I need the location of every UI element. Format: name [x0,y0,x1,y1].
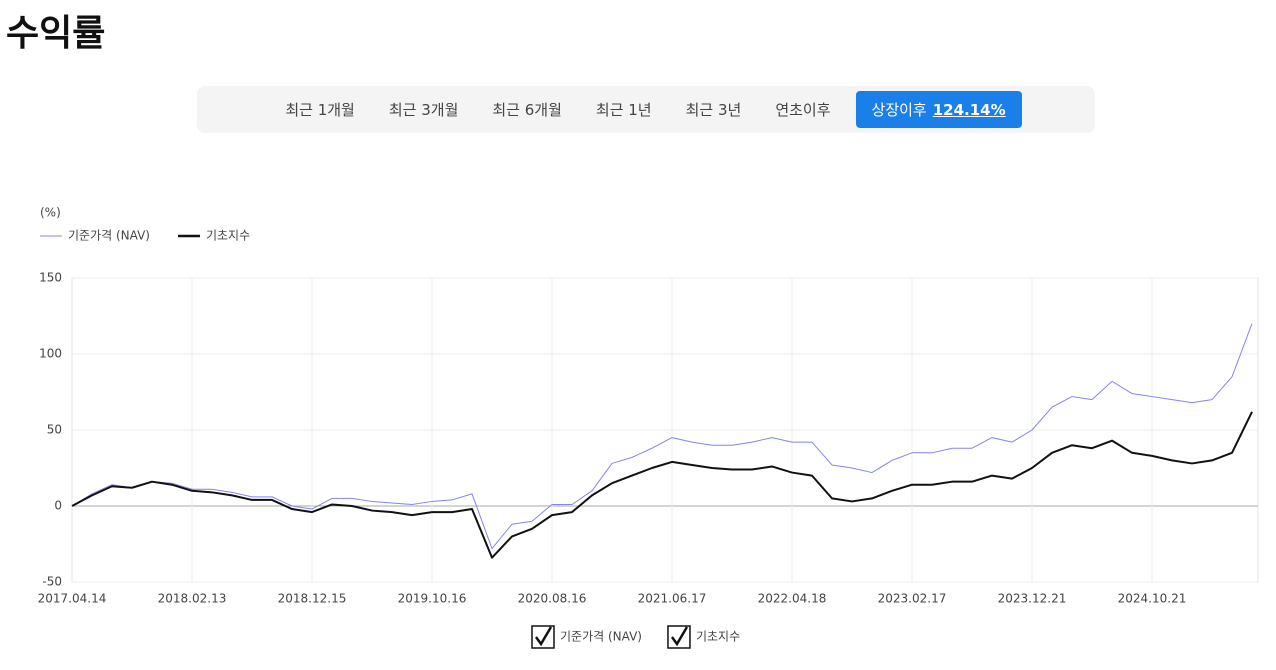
tab[interactable]: 최근 3개월 [388,101,459,119]
x-tick-label: 2022.04.18 [758,592,827,606]
tab-bar: 최근 1개월 최근 3개월 최근 6개월 최근 1년 최근 3년 연초이후 상장이후 124.… [197,86,1095,133]
x-tick-label: 2018.02.13 [158,592,227,606]
active-tab[interactable]: 상장이후 124.14% [855,91,1022,128]
active-tab-return: 124.14% [932,101,1006,119]
x-tick-label: 2019.10.16 [398,592,467,606]
tab[interactable]: 최근 6개월 [492,101,562,119]
legend-label: 기준가격 (NAV) [68,229,150,243]
legend-label: 기초지수 [206,229,250,243]
y-tick-label: 50 [47,423,62,437]
x-tick-label: 2023.02.17 [878,592,947,606]
y-tick-label: 150 [39,271,62,285]
x-tick-label: 2023.12.21 [998,592,1067,606]
tab[interactable]: 최근 3년 [685,101,742,119]
x-tick-label: 2024.10.21 [1118,592,1187,606]
tab[interactable]: 최근 1개월 [285,101,355,119]
y-axis-label: (%) [40,206,61,220]
y-tick-label: 100 [39,347,62,361]
checkmark [534,626,553,647]
legend-label: 기초지수 [696,630,740,644]
page-title: 수익률 [6,13,106,54]
legend-label: 기준가격 (NAV) [560,630,642,644]
series-line [71,411,1253,559]
legend-toggle[interactable]: 기준가격 (NAV) [531,625,642,649]
legend-toggle[interactable]: 기초지수 [667,625,740,649]
x-tick-label: 2020.08.16 [518,592,587,606]
y-tick-label: -50 [42,575,62,589]
y-tick-label: 0 [54,499,62,513]
tab[interactable]: 연초이후 [775,101,831,119]
active-tab-label: 상장이후 [871,101,927,119]
x-tick-label: 2018.12.15 [278,592,347,606]
series-line [71,323,1253,550]
x-tick-label: 2017.04.14 [38,592,107,606]
x-tick-label: 2021.06.17 [638,592,707,606]
tab[interactable]: 최근 1년 [595,101,652,119]
checkmark [670,626,689,647]
